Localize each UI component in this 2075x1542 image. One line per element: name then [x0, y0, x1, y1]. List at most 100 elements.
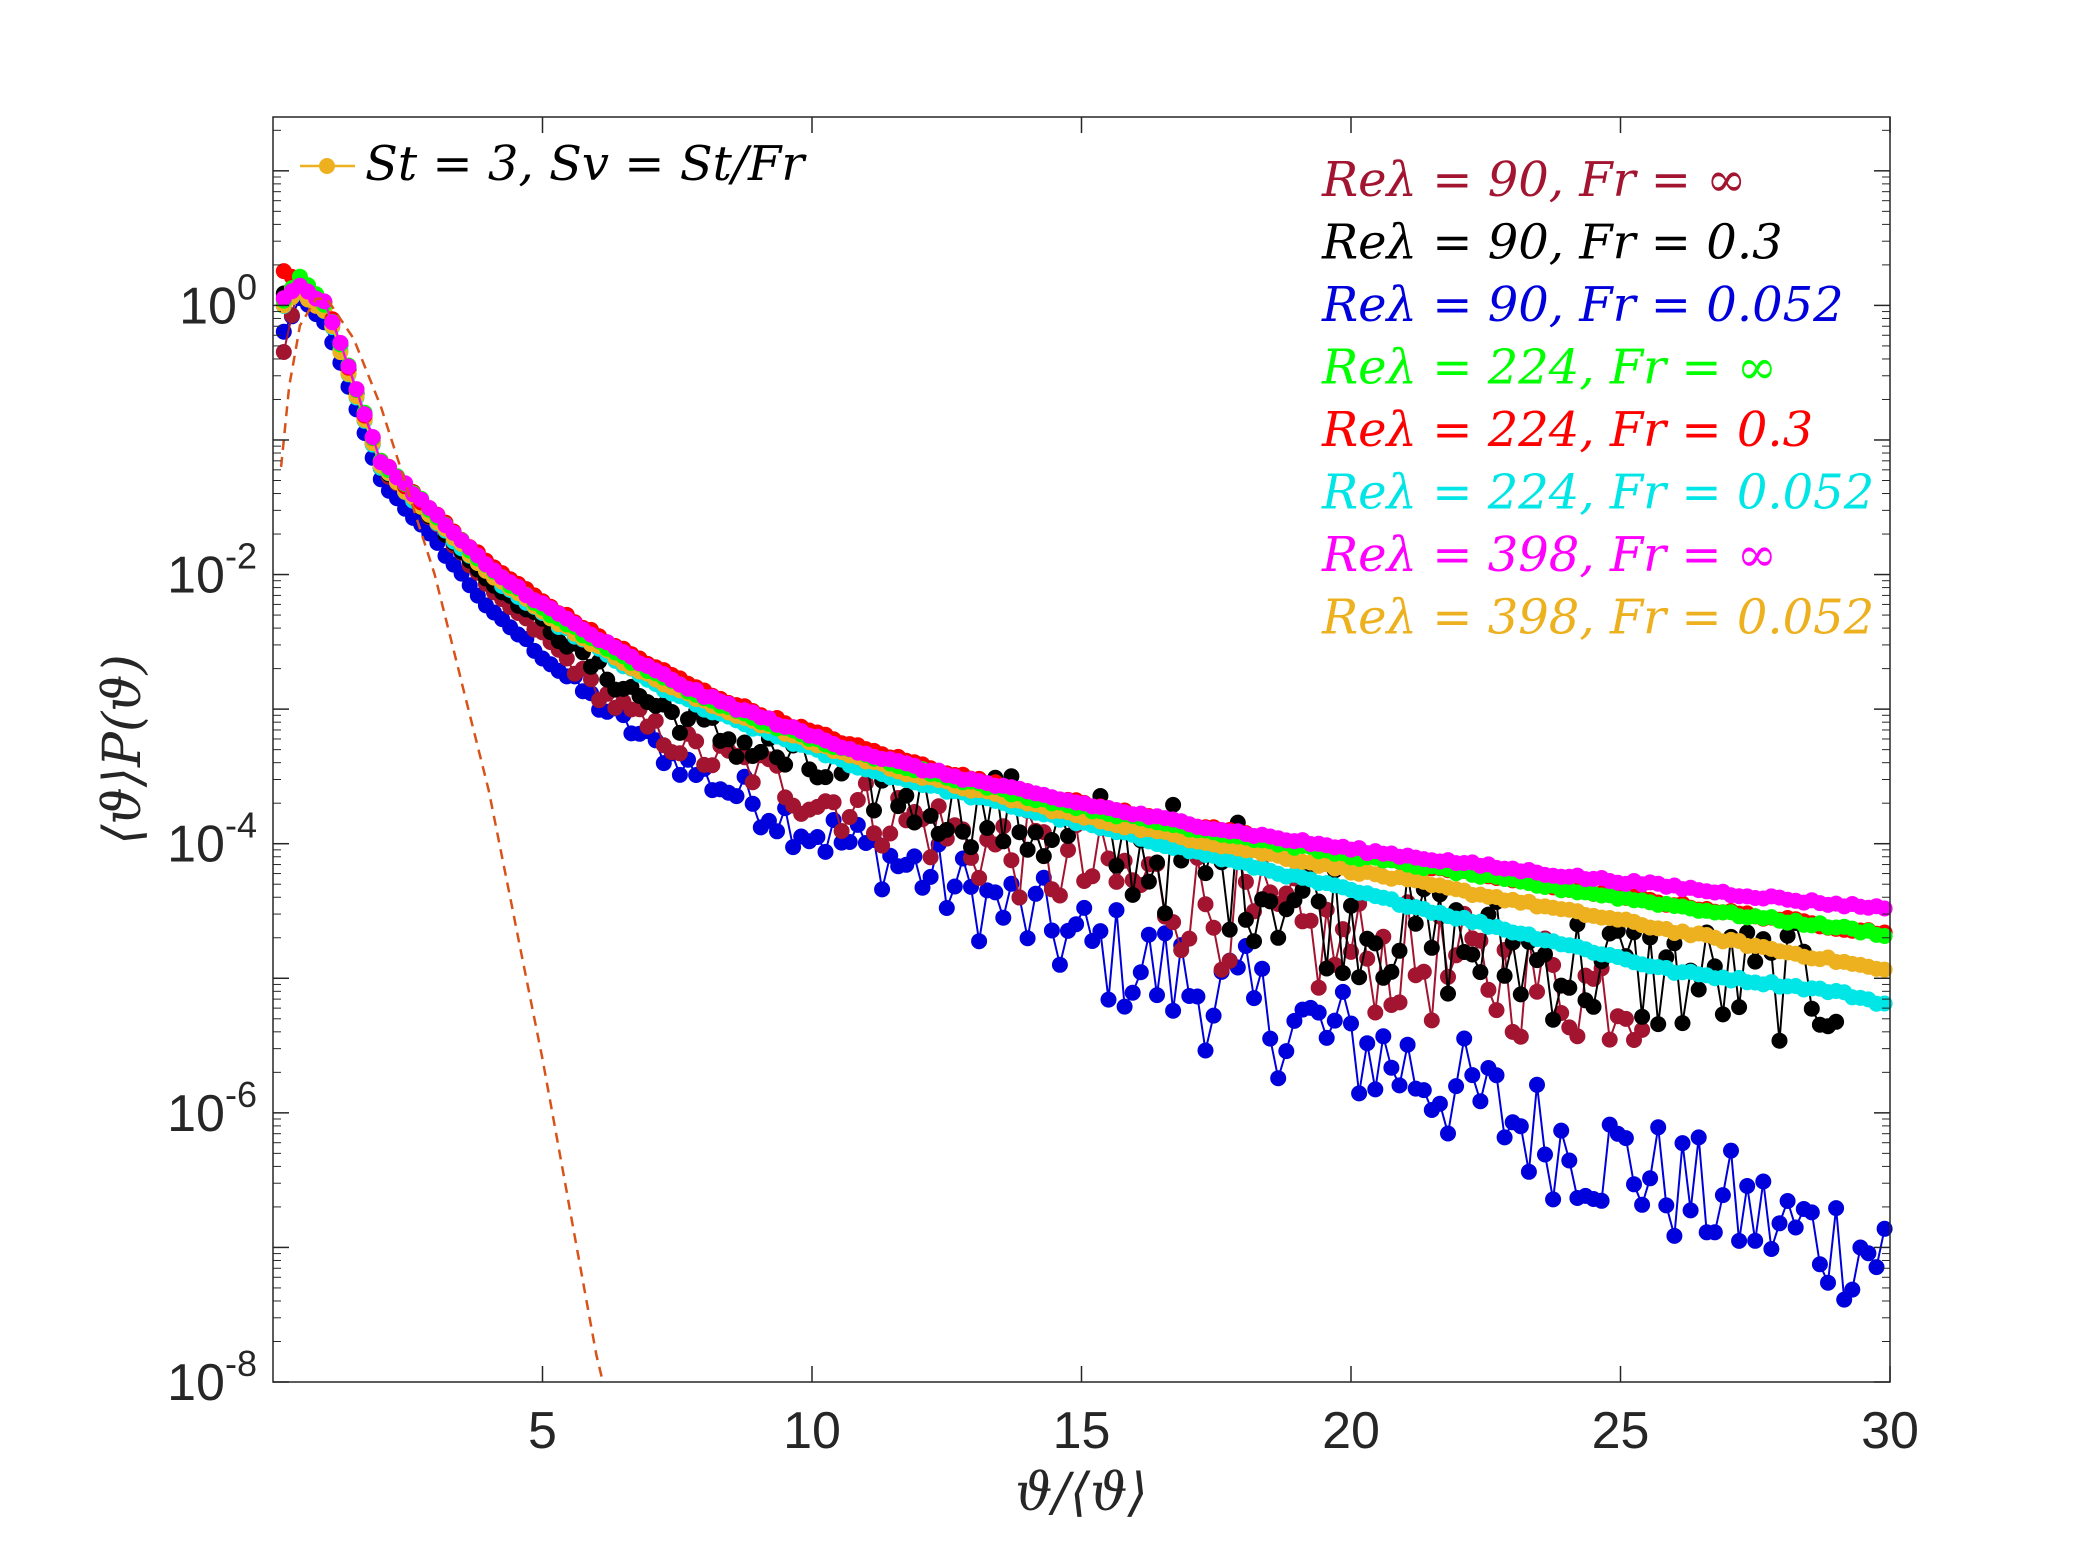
legend-entry: Reλ = 90, Fr = 0.052	[1321, 277, 1844, 333]
series-point	[1634, 1021, 1651, 1038]
series-point	[1246, 933, 1262, 950]
series-point	[1286, 1012, 1303, 1029]
series-point	[1617, 1010, 1634, 1027]
series-point	[663, 704, 680, 720]
series-point	[1714, 1187, 1731, 1204]
series-point	[1488, 1002, 1505, 1019]
series-point	[1262, 893, 1279, 910]
series-point	[1334, 983, 1351, 1000]
series-point	[583, 671, 599, 688]
series-point	[1423, 1012, 1440, 1029]
series-point	[1205, 1007, 1222, 1024]
series-point	[1140, 926, 1157, 943]
series-point	[995, 818, 1012, 835]
x-ticks: 5 10 15 20 25 30	[528, 117, 1919, 1460]
plot-area: 5 10 15 20 25 30 100 10-2 10-4 10-6 10-8	[167, 116, 1919, 1460]
series-point	[1674, 1015, 1691, 1032]
series-point	[1100, 991, 1117, 1008]
y-tick-label: 10-4	[167, 805, 257, 874]
series-point	[1108, 873, 1125, 890]
series-point	[1828, 1013, 1845, 1030]
series-point	[1415, 1082, 1432, 1099]
series-point	[397, 475, 414, 492]
series-point	[995, 909, 1012, 926]
series-point	[1035, 848, 1052, 865]
series-point	[1383, 1059, 1400, 1076]
series-point	[938, 900, 955, 916]
series-point	[1391, 1077, 1408, 1094]
series-point	[1464, 946, 1481, 963]
legend-entry: Reλ = 90, Fr = 0.3	[1321, 215, 1783, 271]
series-point	[1011, 889, 1028, 906]
series-point	[728, 748, 745, 765]
series-point	[1585, 998, 1602, 1015]
series-point	[906, 848, 923, 865]
series-point	[1027, 824, 1044, 841]
legend-entry: Reλ = 224, Fr = 0.052	[1321, 465, 1874, 521]
series-point	[1221, 952, 1238, 969]
series-point	[1650, 1119, 1667, 1136]
series-point	[1140, 873, 1157, 890]
x-tick-label: 30	[1861, 1402, 1919, 1460]
series-point	[1626, 1176, 1642, 1193]
series-point	[1682, 1202, 1699, 1219]
series-point	[1132, 964, 1149, 981]
series-point	[1197, 865, 1214, 882]
series-point	[1529, 983, 1545, 1000]
series-point	[971, 869, 988, 886]
series-point	[1310, 1004, 1327, 1021]
series-point	[364, 429, 381, 445]
series-point	[1181, 930, 1198, 947]
series-point	[1068, 916, 1085, 933]
legend-entry: Reλ = 90, Fr = ∞	[1321, 152, 1746, 208]
y-tick-label: 10-8	[167, 1343, 257, 1412]
reference-curve	[279, 297, 604, 1378]
reference-curve-layer	[279, 297, 604, 1378]
series-point	[1803, 1000, 1820, 1017]
series-point	[1035, 869, 1052, 886]
y-axis-label: ⟨ϑ⟩P(ϑ)	[93, 654, 153, 844]
series-point	[316, 293, 333, 310]
x-axis-label: ϑ/⟨ϑ⟩	[1015, 1463, 1147, 1523]
series-point	[1642, 1170, 1659, 1187]
series-point	[1472, 964, 1489, 981]
series-point	[841, 834, 858, 850]
series-point	[1367, 1081, 1384, 1098]
series-point	[1092, 923, 1109, 940]
y-tick-label: 100	[179, 266, 257, 335]
series-point	[1472, 1093, 1489, 1110]
series-point	[340, 358, 357, 375]
series-point	[1116, 998, 1133, 1015]
series-6	[275, 277, 1893, 917]
series-point	[1747, 1232, 1764, 1249]
series-point	[1431, 1095, 1448, 1112]
series-point	[1205, 919, 1222, 936]
series-point	[1165, 796, 1182, 813]
series-point	[1351, 1085, 1368, 1102]
x-tick-label: 15	[1053, 1402, 1111, 1460]
series-point	[1415, 963, 1432, 980]
series-point	[704, 757, 721, 774]
series-point	[1310, 979, 1327, 996]
series-point	[1302, 912, 1319, 929]
series-layer	[275, 263, 1893, 1308]
series-point	[1787, 1219, 1804, 1236]
series-point	[849, 792, 866, 808]
series-point	[1124, 886, 1141, 903]
series-point	[1060, 842, 1076, 858]
series-point	[1803, 1204, 1820, 1221]
x-tick-label: 20	[1322, 1402, 1380, 1460]
series-point	[1237, 873, 1254, 890]
series-point	[833, 823, 850, 839]
series-point	[922, 868, 939, 885]
series-point	[1343, 897, 1359, 914]
series-point	[946, 878, 963, 895]
legend-entry: Reλ = 398, Fr = ∞	[1321, 527, 1777, 583]
series-point	[1448, 1078, 1465, 1095]
series-point	[1108, 902, 1125, 919]
series-point	[1157, 905, 1173, 922]
series-point	[332, 334, 349, 351]
series-point	[1254, 960, 1271, 977]
series-point	[1246, 990, 1262, 1007]
series-point	[1375, 1028, 1392, 1045]
